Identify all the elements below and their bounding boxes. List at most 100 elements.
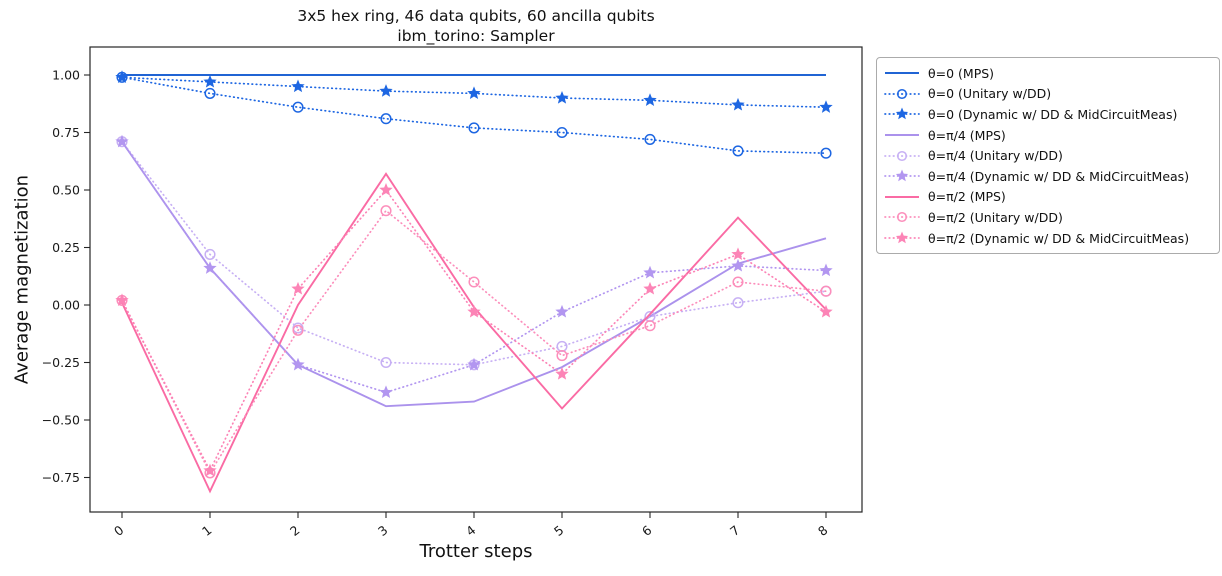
chart-subtitle: ibm_torino: Sampler bbox=[397, 27, 555, 45]
data-point-star bbox=[291, 281, 305, 295]
x-tick-label: 5 bbox=[551, 522, 567, 539]
legend-item: θ=π/2 (Dynamic w/ DD & MidCircuitMeas) bbox=[883, 228, 1213, 249]
x-tick-label: 8 bbox=[815, 522, 831, 539]
chart-title: 3x5 hex ring, 46 data qubits, 60 ancilla… bbox=[297, 7, 655, 25]
legend-item: θ=π/2 (Unitary w/DD) bbox=[883, 207, 1213, 228]
legend-sample bbox=[884, 231, 920, 244]
legend: θ=0 (MPS) θ=0 (Unitary w/DD) θ=0 (Dynamic … bbox=[876, 57, 1220, 255]
data-point-circle bbox=[292, 101, 304, 113]
data-point-circle bbox=[380, 113, 392, 125]
y-tick-label: 0.00 bbox=[52, 297, 80, 312]
legend-label: θ=π/2 (MPS) bbox=[928, 189, 1006, 205]
y-tick-label: −0.50 bbox=[42, 412, 80, 427]
y-tick-label: 0.50 bbox=[52, 182, 80, 197]
data-point-circle bbox=[380, 356, 392, 369]
data-point-star bbox=[643, 93, 657, 106]
legend-item: θ=π/4 (Dynamic w/ DD & MidCircuitMeas) bbox=[883, 166, 1213, 187]
legend-sample bbox=[884, 107, 920, 120]
legend-sample bbox=[885, 72, 919, 75]
y-tick-label: −0.25 bbox=[42, 355, 80, 370]
data-point-star bbox=[555, 91, 569, 104]
data-point-circle bbox=[380, 205, 392, 217]
y-tick-label: −0.75 bbox=[42, 470, 80, 485]
legend-label: θ=π/4 (Dynamic w/ DD & MidCircuitMeas) bbox=[928, 168, 1190, 184]
data-point-circle bbox=[644, 133, 656, 145]
x-tick-label: 3 bbox=[375, 522, 391, 539]
data-point-star bbox=[467, 357, 481, 371]
data-point-star bbox=[643, 281, 657, 295]
legend-label: θ=0 (MPS) bbox=[928, 65, 995, 81]
legend-label: θ=π/2 (Dynamic w/ DD & MidCircuitMeas) bbox=[928, 230, 1190, 246]
x-axis-label: Trotter steps bbox=[419, 541, 533, 562]
data-point-star bbox=[115, 70, 129, 83]
data-point-star bbox=[819, 263, 833, 277]
legend-item: θ=π/4 (Unitary w/DD) bbox=[883, 145, 1213, 166]
legend-sample bbox=[885, 195, 919, 198]
legend-label: θ=π/4 (MPS) bbox=[928, 127, 1006, 143]
data-point-star bbox=[467, 304, 481, 318]
data-point-star bbox=[379, 385, 393, 399]
data-point-star bbox=[291, 357, 305, 371]
data-point-star bbox=[203, 463, 217, 477]
legend-item: θ=π/2 (MPS) bbox=[883, 187, 1213, 208]
data-point-star bbox=[291, 79, 305, 93]
legend-label: θ=0 (Dynamic w/ DD & MidCircuitMeas) bbox=[928, 106, 1178, 122]
legend-label: θ=π/2 (Unitary w/DD) bbox=[928, 209, 1063, 225]
y-tick-label: 0.25 bbox=[52, 240, 80, 255]
data-point-circle bbox=[732, 145, 744, 157]
data-point-circle bbox=[820, 147, 832, 159]
data-point-circle bbox=[204, 248, 216, 260]
x-tick-label: 7 bbox=[727, 522, 743, 539]
data-point-circle bbox=[204, 87, 216, 99]
x-tick-label: 1 bbox=[199, 522, 215, 539]
data-point-circle bbox=[644, 320, 656, 332]
data-point-star bbox=[555, 304, 569, 318]
data-point-circle bbox=[556, 350, 568, 362]
series-line bbox=[121, 188, 827, 473]
data-point-star bbox=[643, 265, 657, 279]
data-point-circle bbox=[732, 297, 744, 309]
legend-item: θ=π/4 (MPS) bbox=[883, 125, 1213, 146]
plot-border bbox=[89, 46, 863, 513]
series-line bbox=[121, 209, 827, 475]
y-tick-label: 0.75 bbox=[52, 125, 80, 140]
legend-sample bbox=[884, 212, 920, 223]
data-point-star bbox=[731, 97, 745, 111]
data-point-star bbox=[731, 258, 745, 272]
x-tick-label: 0 bbox=[111, 522, 127, 539]
data-point-star bbox=[467, 86, 481, 100]
data-point-circle bbox=[820, 285, 832, 297]
data-point-star bbox=[115, 134, 129, 148]
series-line bbox=[121, 140, 827, 394]
legend-sample bbox=[884, 169, 920, 182]
data-point-star bbox=[115, 293, 129, 307]
legend-sample bbox=[884, 150, 920, 161]
data-point-star bbox=[379, 183, 393, 196]
data-point-circle bbox=[468, 276, 480, 288]
legend-label: θ=π/4 (Unitary w/DD) bbox=[928, 148, 1063, 164]
y-tick-label: 1.00 bbox=[52, 67, 80, 82]
x-tick-label: 2 bbox=[287, 522, 303, 539]
data-point-star bbox=[819, 304, 833, 318]
legend-item: θ=0 (MPS) bbox=[883, 63, 1213, 84]
data-point-star bbox=[819, 100, 833, 113]
x-tick-label: 6 bbox=[639, 522, 655, 539]
data-point-star bbox=[379, 84, 393, 97]
legend-sample bbox=[885, 134, 919, 137]
data-point-star bbox=[555, 367, 569, 380]
data-point-circle bbox=[732, 276, 744, 288]
data-point-circle bbox=[292, 324, 304, 336]
legend-item: θ=0 (Unitary w/DD) bbox=[883, 84, 1213, 105]
legend-item: θ=0 (Dynamic w/ DD & MidCircuitMeas) bbox=[883, 104, 1213, 125]
legend-sample bbox=[884, 88, 920, 99]
data-point-circle bbox=[556, 126, 568, 139]
data-point-star bbox=[203, 74, 217, 88]
legend-label: θ=0 (Unitary w/DD) bbox=[928, 86, 1052, 102]
x-tick-label: 4 bbox=[463, 522, 479, 539]
series-line bbox=[121, 140, 827, 366]
data-point-star bbox=[203, 261, 217, 274]
data-point-circle bbox=[468, 122, 480, 134]
data-point-star bbox=[731, 247, 745, 261]
